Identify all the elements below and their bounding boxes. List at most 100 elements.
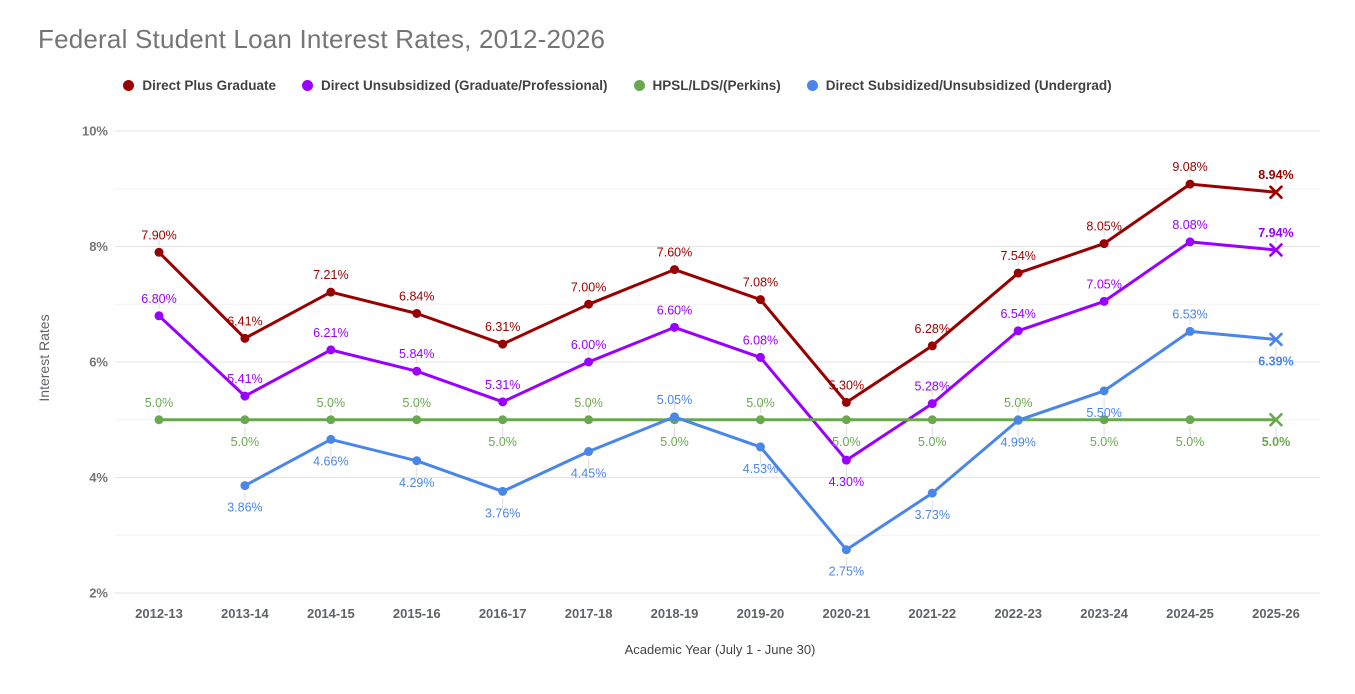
x-tick-label: 2012-13: [135, 606, 183, 621]
data-point: [927, 415, 937, 425]
data-point: [412, 308, 422, 318]
x-tick-label: 2018-19: [651, 606, 699, 621]
data-label: 6.21%: [313, 326, 348, 340]
data-point: [927, 399, 937, 409]
data-point: [412, 456, 422, 466]
y-axis-title: Interest Rates: [36, 314, 52, 402]
data-label: 5.0%: [918, 435, 947, 449]
data-label: 5.0%: [1004, 396, 1033, 410]
data-point: [841, 415, 851, 425]
data-point: [841, 545, 851, 555]
data-label: 5.0%: [317, 396, 346, 410]
data-point: [154, 415, 164, 425]
legend-item-label: Direct Unsubsidized (Graduate/Profession…: [320, 78, 608, 93]
data-label: 2.75%: [829, 565, 864, 579]
series-1: [154, 237, 1283, 465]
legend-item-2: HPSL/LDS/(Perkins): [633, 78, 781, 93]
data-label: 7.00%: [571, 280, 606, 294]
x-tick-label: 2016-17: [479, 606, 527, 621]
data-point: [326, 287, 336, 297]
y-tick-label: 6%: [89, 355, 108, 370]
data-label: 6.54%: [1000, 307, 1035, 321]
data-label: 6.84%: [399, 289, 434, 303]
data-label: 6.00%: [571, 338, 606, 352]
data-label: 5.0%: [574, 396, 603, 410]
data-label: 7.05%: [1086, 277, 1121, 291]
data-point: [1099, 386, 1109, 396]
gridlines: [115, 130, 1320, 594]
data-label: 5.50%: [1086, 406, 1121, 420]
data-label: 5.0%: [1090, 435, 1119, 449]
data-label: 7.94%: [1258, 226, 1293, 240]
data-label: 4.99%: [1000, 435, 1035, 449]
data-point: [326, 415, 336, 425]
data-point: [326, 345, 336, 355]
data-point: [154, 311, 164, 321]
data-label: 6.53%: [1172, 307, 1207, 321]
data-label: 6.41%: [227, 314, 262, 328]
data-label: 7.60%: [657, 246, 692, 260]
legend-dot-icon: [806, 80, 818, 91]
data-point: [1013, 415, 1023, 425]
data-point: [326, 434, 336, 444]
data-point: [498, 339, 508, 349]
y-tick-label: 2%: [89, 586, 108, 601]
data-label: 7.21%: [313, 268, 348, 282]
data-label: 5.28%: [915, 380, 950, 394]
data-point-x-marker: [1269, 332, 1283, 347]
data-point-x-marker: [1269, 185, 1283, 200]
chart-title: Federal Student Loan Interest Rates, 201…: [38, 24, 606, 54]
x-tick-label: 2025-26: [1252, 606, 1300, 621]
data-point: [584, 415, 594, 425]
series-line: [157, 240, 1278, 462]
x-axis-title: Academic Year (July 1 - June 30): [624, 642, 816, 657]
data-point: [755, 415, 765, 425]
y-tick-label: 10%: [82, 124, 108, 139]
data-point: [240, 481, 250, 491]
y-tick-label: 4%: [89, 470, 108, 485]
data-point: [1099, 296, 1109, 306]
data-label: 5.31%: [485, 378, 520, 392]
x-tick-label: 2020-21: [823, 606, 871, 621]
legend-dot-icon: [301, 80, 313, 91]
data-label: 5.0%: [1262, 435, 1291, 449]
data-point: [498, 397, 508, 407]
x-tick-label: 2019-20: [737, 606, 785, 621]
data-label: 8.05%: [1086, 220, 1121, 234]
data-label: 6.28%: [915, 322, 950, 336]
data-label: 5.30%: [829, 378, 864, 392]
data-point: [670, 322, 680, 332]
data-point-x-marker: [1269, 243, 1283, 257]
data-label: 8.08%: [1172, 218, 1207, 232]
data-point: [240, 333, 250, 343]
data-point: [841, 397, 851, 407]
data-point: [412, 415, 422, 425]
data-point: [1013, 326, 1023, 336]
data-point: [240, 391, 250, 401]
data-point: [1099, 239, 1109, 249]
legend-item-label: Direct Plus Graduate: [142, 78, 276, 93]
data-label: 6.08%: [743, 333, 778, 347]
data-label: 6.39%: [1258, 354, 1293, 368]
data-point: [755, 352, 765, 362]
data-point: [240, 415, 250, 425]
data-point: [841, 455, 851, 465]
x-tick-label: 2013-14: [221, 606, 269, 621]
x-tick-label: 2017-18: [565, 606, 613, 621]
data-point: [755, 442, 765, 452]
data-point: [584, 299, 594, 309]
data-point: [1099, 415, 1109, 425]
series-0: [154, 179, 1283, 407]
data-label: 6.31%: [485, 320, 520, 334]
data-label: 7.54%: [1000, 249, 1035, 263]
label-leaders: [158, 167, 1277, 567]
data-label: 4.66%: [313, 454, 348, 468]
data-point: [498, 486, 508, 496]
x-tick-label: 2023-24: [1080, 606, 1128, 621]
series-line: [243, 329, 1278, 552]
data-label: 6.60%: [657, 303, 692, 317]
legend-item-0: Direct Plus Graduate: [123, 78, 276, 93]
data-point: [1185, 415, 1195, 425]
data-label: 5.0%: [660, 435, 689, 449]
